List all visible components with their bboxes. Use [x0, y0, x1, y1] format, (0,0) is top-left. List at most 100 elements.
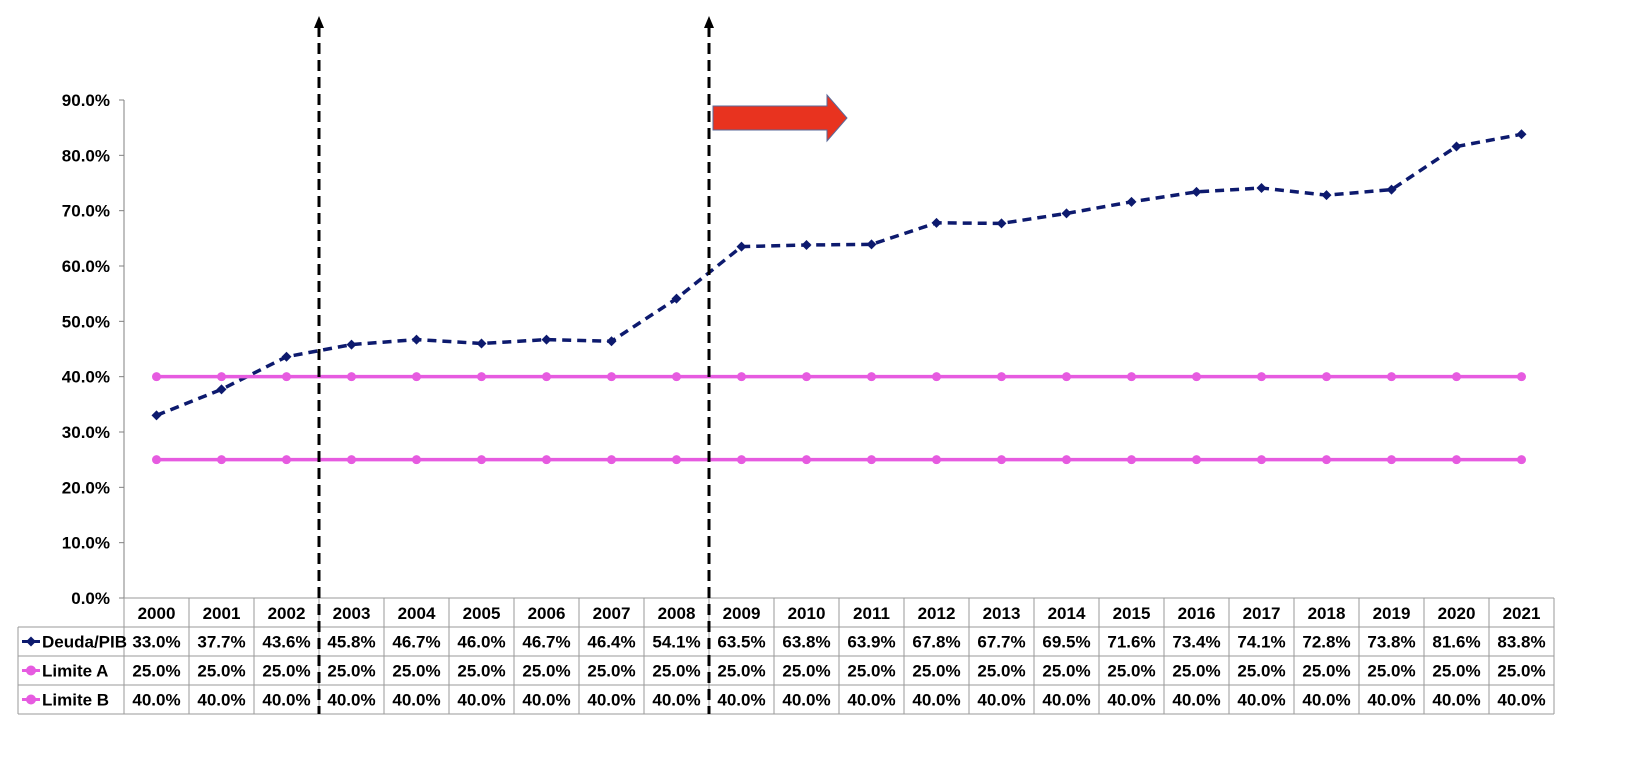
y-tick-label: 30.0% [62, 423, 110, 442]
table-cell-value: 40.0% [132, 691, 180, 710]
data-point-marker [1452, 372, 1461, 382]
table-cell-value: 67.8% [912, 633, 960, 652]
table-cell-value: 67.7% [977, 633, 1025, 652]
table-cell-value: 40.0% [1367, 691, 1415, 710]
axes: 0.0% 10.0% 20.0% 30.0% 40.0% 50.0% 60.0% 70.0% 8… [62, 91, 125, 608]
table-cell-value: 25.0% [1367, 662, 1415, 681]
legend-series-name: Limite A [42, 662, 108, 681]
table-cell-value: 40.0% [197, 691, 245, 710]
table-cell-value: 63.8% [782, 633, 830, 652]
data-point-marker [542, 372, 551, 382]
data-point-marker [1127, 455, 1136, 465]
data-point-marker [1322, 372, 1331, 382]
table-cell-value: 40.0% [1432, 691, 1480, 710]
legend-series-name: Limite B [42, 691, 109, 710]
data-point-marker [997, 372, 1006, 382]
data-point-marker [672, 455, 681, 465]
table-cell-value: 40.0% [1497, 691, 1545, 710]
table-cell-value: 40.0% [782, 691, 830, 710]
data-point-marker [217, 372, 226, 382]
data-point-marker [282, 455, 291, 465]
data-point-marker [542, 455, 551, 465]
table-cell-value: 25.0% [522, 662, 570, 681]
table-cell-value: 25.0% [1497, 662, 1545, 681]
data-point-marker [1257, 455, 1266, 465]
x-tick-label: 2017 [1243, 604, 1281, 623]
x-tick-label: 2020 [1438, 604, 1476, 623]
data-point-marker [347, 455, 356, 465]
table-cell-value: 25.0% [652, 662, 700, 681]
data-point-marker [1062, 372, 1071, 382]
data-point-marker [1517, 372, 1526, 382]
data-point-marker [1192, 455, 1201, 465]
data-point-marker [477, 372, 486, 382]
table-cell-value: 46.0% [457, 633, 505, 652]
x-tick-label: 2018 [1308, 604, 1346, 623]
table-cell-value: 71.6% [1107, 633, 1155, 652]
legend-series-name: Deuda/PIB [42, 633, 127, 652]
data-point-marker [1191, 186, 1202, 197]
data-point-marker [1062, 455, 1071, 465]
annotations [314, 16, 848, 714]
y-tick-label: 10.0% [62, 534, 110, 553]
x-tick-label: 2007 [593, 604, 631, 623]
x-tick-label: 2000 [138, 604, 176, 623]
data-point-marker [867, 372, 876, 382]
table-cell-value: 37.7% [197, 633, 245, 652]
data-point-marker [412, 372, 421, 382]
data-point-marker [737, 372, 746, 382]
table-cell-value: 69.5% [1042, 633, 1090, 652]
table-cell-value: 40.0% [717, 691, 765, 710]
table-cell-value: 63.9% [847, 633, 895, 652]
table-cell-value: 25.0% [1237, 662, 1285, 681]
x-tick-label: 2003 [333, 604, 371, 623]
table-cell-value: 25.0% [1302, 662, 1350, 681]
data-point-marker [802, 372, 811, 382]
table-cell-value: 25.0% [717, 662, 765, 681]
table-cell-value: 25.0% [1107, 662, 1155, 681]
data-point-marker [931, 217, 942, 228]
data-point-marker [1192, 372, 1201, 382]
data-point-marker [1387, 372, 1396, 382]
data-point-marker [932, 372, 941, 382]
table-cell-value: 40.0% [1237, 691, 1285, 710]
data-point-marker [1516, 129, 1527, 140]
x-tick-label: 2006 [528, 604, 566, 623]
table-cell-value: 25.0% [132, 662, 180, 681]
data-point-marker [1256, 182, 1267, 193]
x-tick-label: 2014 [1048, 604, 1086, 623]
table-cell-value: 74.1% [1237, 633, 1285, 652]
data-point-marker [996, 218, 1007, 229]
table-cell-value: 40.0% [522, 691, 570, 710]
data-point-marker [152, 372, 161, 382]
data-point-marker [1322, 455, 1331, 465]
table-cell-value: 72.8% [1302, 633, 1350, 652]
table-cell-value: 54.1% [652, 633, 700, 652]
data-point-marker [281, 351, 292, 362]
y-tick-label: 90.0% [62, 91, 110, 110]
table-cell-value: 25.0% [1172, 662, 1220, 681]
data-point-marker [216, 384, 227, 395]
table-cell-value: 25.0% [912, 662, 960, 681]
table-cell-value: 40.0% [262, 691, 310, 710]
table-cell-value: 40.0% [977, 691, 1025, 710]
data-point-marker [541, 334, 552, 345]
data-point-marker [282, 372, 291, 382]
table-cell-value: 40.0% [587, 691, 635, 710]
y-tick-label: 60.0% [62, 257, 110, 276]
data-point-marker [606, 336, 617, 347]
table-cell-value: 25.0% [587, 662, 635, 681]
table-cell-value: 25.0% [1432, 662, 1480, 681]
table-cell-value: 40.0% [847, 691, 895, 710]
table-cell-value: 45.8% [327, 633, 375, 652]
x-tick-label: 2010 [788, 604, 826, 623]
data-point-marker [801, 239, 812, 250]
data-point-marker [346, 339, 357, 350]
data-point-marker [736, 241, 747, 252]
y-tick-label: 70.0% [62, 202, 110, 221]
y-tick-label: 50.0% [62, 312, 110, 331]
table-cell-value: 73.4% [1172, 633, 1220, 652]
data-point-marker [802, 455, 811, 465]
data-point-marker [1386, 184, 1397, 195]
